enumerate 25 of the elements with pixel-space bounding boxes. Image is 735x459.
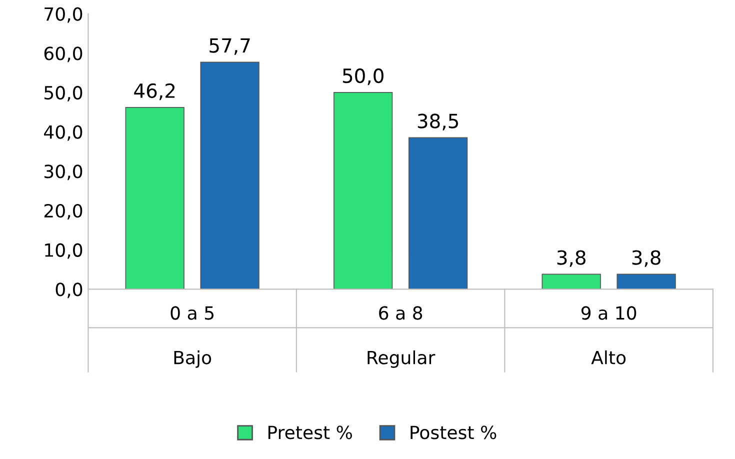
y-tick-label: 70,0 [44,7,82,23]
bar [334,92,393,290]
data-label: 46,2 [134,83,175,100]
legend-label: Pretest % [268,426,352,440]
y-tick-label: 0,0 [56,282,82,298]
bar [200,62,260,290]
data-label: 57,7 [210,38,250,55]
y-tick-label: 10,0 [45,243,82,259]
bar [616,274,676,290]
y-tick-label: 60,0 [44,46,82,62]
y-tick-label: 50,0 [44,86,82,102]
category-label: 0 a 5 Bajo [170,306,214,368]
y-tick-label: 20,0 [44,204,82,220]
category-label: 9 a 10 Alto [581,306,636,364]
data-label: 3,8 [557,250,586,267]
data-label: 3,8 [632,250,660,267]
y-tick-label: 40,0 [44,125,82,141]
data-label: 38,5 [418,114,458,130]
category-label: 6 a 8 Regular [368,306,436,368]
bar [542,274,601,290]
y-tick-label: 30,0 [44,164,82,180]
data-label: 50,0 [342,68,384,86]
bar [408,137,468,290]
bar [125,106,184,290]
legend-label: Postest % [410,426,496,440]
